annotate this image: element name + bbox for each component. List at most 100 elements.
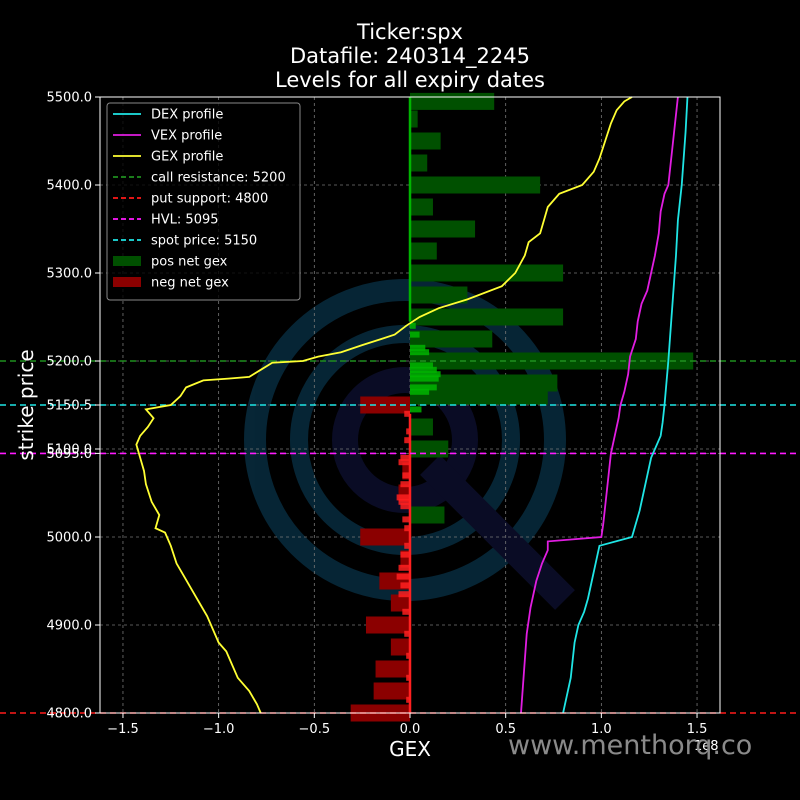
neg-net-gex-bar-fine	[398, 459, 410, 466]
x-axis-offset-label: 1e8	[694, 739, 719, 754]
legend-label: put support: 4800	[151, 192, 268, 207]
pos-net-gex-bar	[410, 506, 445, 524]
pos-net-gex-bar	[410, 440, 449, 458]
pos-net-gex-bar	[410, 198, 433, 216]
y-tick-label: 4800.0	[47, 707, 93, 722]
neg-net-gex-bar	[398, 484, 410, 502]
neg-net-gex-bar-fine	[398, 564, 410, 571]
neg-net-gex-bar-fine	[402, 472, 410, 479]
neg-net-gex-bar-fine	[400, 454, 410, 461]
pos-net-gex-bar	[410, 286, 468, 304]
pos-net-gex-bar	[410, 242, 437, 260]
neg-net-gex-bar-fine	[404, 437, 410, 444]
neg-net-gex-bar	[375, 660, 410, 678]
legend-swatch	[113, 277, 141, 287]
pos-net-gex-bar-fine	[410, 322, 416, 329]
y-tick-label: 5200.0	[47, 355, 93, 370]
pos-net-gex-bar-fine	[410, 388, 430, 395]
neg-net-gex-bar-fine	[400, 481, 410, 488]
neg-net-gex-bar-fine	[398, 498, 410, 505]
legend-label: pos net gex	[151, 255, 228, 270]
neg-net-gex-bar-fine	[396, 573, 410, 580]
x-tick-label: −0.5	[299, 722, 331, 737]
neg-net-gex-bar-fine	[406, 696, 410, 703]
neg-net-gex-bar	[360, 528, 410, 546]
x-tick-label: 1.0	[591, 722, 612, 737]
legend-label: DEX profile	[151, 108, 223, 123]
neg-net-gex-bar-fine	[404, 542, 410, 549]
dex-profile-line	[562, 96, 689, 714]
pos-net-gex-bar	[410, 374, 558, 392]
legend-label: GEX profile	[151, 150, 223, 165]
pos-net-gex-bar	[410, 220, 476, 238]
y-tick-label: 5500.0	[47, 91, 93, 106]
neg-net-gex-bar-fine	[400, 503, 410, 510]
y-tick-label: 5100.0	[47, 443, 93, 458]
pos-net-gex-bar-fine	[410, 344, 426, 351]
neg-net-gex-bar-fine	[404, 410, 410, 417]
x-tick-label: −1.0	[203, 722, 235, 737]
neg-net-gex-bar-fine	[400, 582, 410, 589]
watermark-logo	[244, 279, 575, 610]
y-tick-label: 5300.0	[47, 267, 93, 282]
y-tick-label: 5400.0	[47, 179, 93, 194]
neg-net-gex-bar	[373, 682, 410, 700]
pos-net-gex-bar	[410, 92, 495, 110]
neg-net-gex-bar	[400, 550, 410, 568]
neg-net-gex-bar	[402, 462, 410, 480]
x-axis-ticks: −1.5 −1.0 −0.5 0.0 0.5 1.0 1.5	[107, 713, 707, 737]
neg-net-gex-bar-fine	[398, 591, 410, 598]
profile-lines	[135, 96, 689, 714]
legend-label: spot price: 5150	[151, 234, 257, 249]
y-tick-label: 5095.0	[47, 447, 93, 462]
gex-profile-line	[135, 96, 633, 714]
neg-net-gex-bar	[365, 616, 410, 634]
neg-net-gex-bar	[390, 638, 410, 656]
title-line-ticker: Ticker:spx	[356, 20, 463, 44]
chart-title: Ticker:spx Datafile: 240314_2245 Levels …	[275, 20, 545, 92]
neg-net-gex-bar-fine	[402, 608, 410, 615]
pos-net-gex-bar-fine	[410, 366, 437, 373]
y-tick-label: 5000.0	[47, 531, 93, 546]
neg-net-gex-bar-fine	[406, 428, 410, 435]
legend-label: neg net gex	[151, 276, 229, 291]
title-line-datafile: Datafile: 240314_2245	[290, 44, 530, 69]
legend-swatch	[113, 256, 141, 266]
pos-net-gex-bar	[410, 264, 564, 282]
neg-net-gex-bar-fine	[404, 630, 410, 637]
pos-net-gex-bar	[410, 387, 548, 405]
pos-net-gex-bar-fine	[410, 375, 439, 382]
y-tick-label: 5150.5	[47, 399, 93, 414]
pos-net-gex-bar	[410, 308, 564, 326]
pos-net-gex-bar-fine	[410, 384, 437, 391]
legend-box	[106, 102, 301, 301]
watermark-text: www.menthorq.co	[508, 730, 752, 761]
x-tick-label: 0.5	[495, 722, 516, 737]
legend-label: VEX profile	[151, 129, 222, 144]
x-tick-label: −1.5	[107, 722, 139, 737]
logo-tail	[420, 455, 575, 610]
pos-net-gex-bar	[410, 110, 418, 128]
neg-net-gex-bar-fine	[396, 494, 410, 501]
pos-net-gex-bar-fine	[410, 362, 433, 369]
x-tick-label: 0.0	[400, 722, 421, 737]
neg-net-gex-bar	[390, 594, 410, 612]
pos-net-gex-bar-fine	[410, 349, 430, 356]
pos-net-gex-bar-fine	[410, 371, 441, 378]
pos-net-gex-bar	[410, 132, 441, 150]
title-line-levels: Levels for all expiry dates	[275, 68, 545, 92]
plot-area	[0, 92, 800, 722]
neg-net-gex-bar-fine	[402, 516, 410, 523]
y-tick-label: 4900.0	[47, 619, 93, 634]
vex-profile-line	[520, 96, 679, 714]
neg-net-gex-bar-fine	[406, 652, 410, 659]
legend: DEX profile VEX profile GEX profile call re…	[106, 102, 301, 301]
neg-net-gex-bar-fine	[400, 551, 410, 558]
neg-net-gex-bar-fine	[406, 674, 410, 681]
legend-label: HVL: 5095	[151, 213, 219, 228]
pos-net-gex-bar	[410, 176, 541, 194]
x-tick-label: 1.5	[687, 722, 708, 737]
y-axis-label: strike price	[14, 349, 38, 460]
